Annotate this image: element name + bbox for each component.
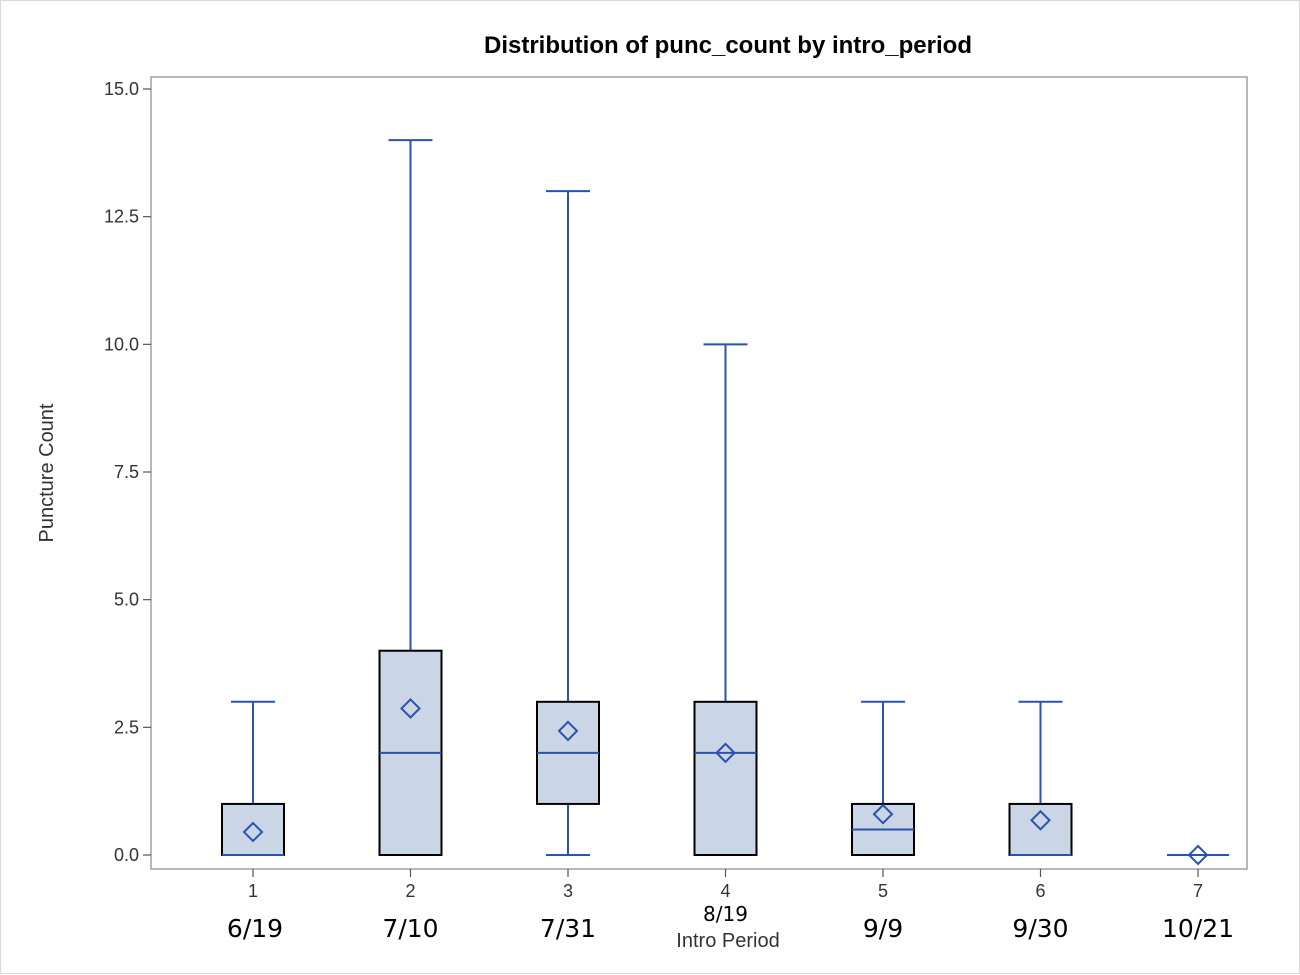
y-axis-label: Puncture Count xyxy=(36,403,58,542)
box-group xyxy=(1008,700,1073,857)
mean-marker xyxy=(872,803,894,825)
x-tick-label: 6 xyxy=(1035,881,1045,901)
x-axis-label: Intro Period xyxy=(676,930,779,952)
box-group xyxy=(851,700,915,857)
mean-marker xyxy=(715,742,736,764)
mean-marker xyxy=(1030,809,1051,831)
y-axis: 0.0 2.5 5.0 7.5 10.0 12.5 15.0 xyxy=(104,79,151,865)
x-tick-label: 5 xyxy=(878,881,888,901)
x-tick-label: 2 xyxy=(405,881,415,901)
y-tick-label: 5.0 xyxy=(114,590,139,610)
x-date-label: 7/31 xyxy=(540,914,596,943)
x-date-label: 8/19 xyxy=(703,902,748,926)
y-tick-label: 7.5 xyxy=(114,462,139,482)
mean-marker xyxy=(1187,844,1209,866)
x-tick-label: 7 xyxy=(1193,881,1203,901)
x-date-label: 10/21 xyxy=(1162,914,1234,943)
box-group xyxy=(536,190,600,856)
x-date-label: 7/10 xyxy=(382,914,438,943)
x-date-label: 6/19 xyxy=(227,914,283,943)
y-tick-label: 0.0 xyxy=(114,845,139,865)
box-group xyxy=(378,139,443,856)
box-group xyxy=(1167,844,1229,866)
plot-area-frame xyxy=(150,76,1248,870)
x-date-label: 9/30 xyxy=(1012,914,1068,943)
iqr-box xyxy=(693,700,758,856)
mean-marker xyxy=(557,720,579,742)
mean-marker xyxy=(242,821,264,843)
x-tick-label: 3 xyxy=(563,881,573,901)
chart-title: Distribution of punc_count by intro_peri… xyxy=(484,32,972,59)
mean-marker xyxy=(400,698,421,719)
box-group xyxy=(693,343,758,856)
y-tick-label: 15.0 xyxy=(104,79,139,99)
boxes-layer xyxy=(221,139,1229,866)
iqr-box xyxy=(221,802,285,857)
x-tick-label: 4 xyxy=(720,881,730,901)
x-date-label: 9/9 xyxy=(863,914,903,943)
y-tick-label: 12.5 xyxy=(104,207,139,227)
x-tick-label: 1 xyxy=(248,881,258,901)
y-tick-label: 10.0 xyxy=(104,334,139,354)
x-axis: 1 2 3 4 5 6 7 6/19 7/10 7/31 8/19 9/9 9/30 10/21 xyxy=(227,869,1234,943)
box-group xyxy=(221,700,285,857)
y-tick-label: 2.5 xyxy=(114,717,139,737)
